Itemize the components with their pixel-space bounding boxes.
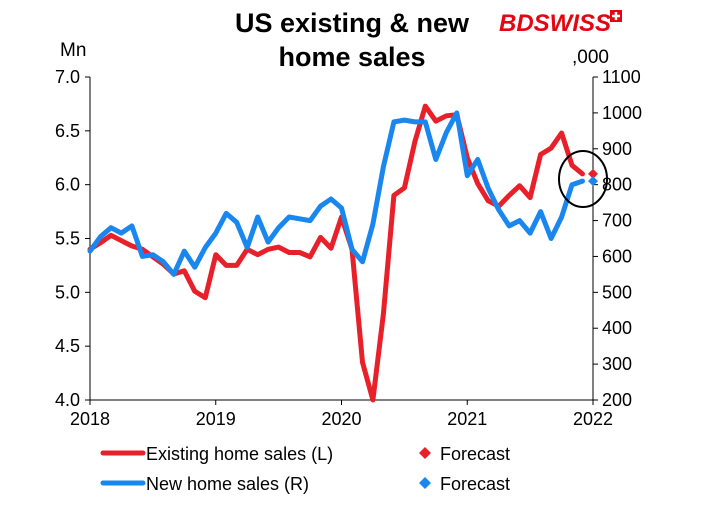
- x-tick-label: 2021: [447, 409, 487, 429]
- left-axis-unit-label: Mn: [60, 40, 86, 61]
- right-tick-label: 700: [602, 211, 632, 231]
- right-axis-unit-label: ,000: [572, 47, 609, 68]
- right-tick-label: 1000: [602, 103, 642, 123]
- existing-home-sales-line: [87, 103, 585, 403]
- legend-item: Forecast: [419, 444, 510, 464]
- x-tick-label: 2022: [573, 409, 613, 429]
- forecast-highlight-circle: [558, 150, 608, 208]
- legend-diamond-swatch: [419, 447, 431, 459]
- right-tick-label: 600: [602, 246, 632, 266]
- forecast-layer: [588, 168, 598, 187]
- left-tick-label: 6.0: [55, 175, 80, 195]
- chart-title-line2: home sales: [278, 42, 425, 72]
- legend: Existing home sales (L) Forecast New home …: [100, 444, 510, 494]
- svg-text:BDSWISS: BDSWISS: [499, 10, 611, 37]
- legend-label: Existing home sales (L): [146, 444, 333, 464]
- legend-label: Forecast: [440, 444, 510, 464]
- right-tick-label: 200: [602, 390, 632, 410]
- brand-logo-part2: SWISS: [534, 10, 611, 37]
- legend-diamond-swatch: [419, 477, 431, 489]
- x-tick-label: 2019: [196, 409, 236, 429]
- legend-label: New home sales (R): [146, 474, 309, 494]
- brand-logo-part1: BD: [499, 10, 534, 37]
- left-tick-label: 5.5: [55, 229, 80, 249]
- right-tick-label: 800: [602, 175, 632, 195]
- x-tick-label: 2020: [321, 409, 361, 429]
- new-forecast-marker: [588, 176, 598, 187]
- left-tick-label: 4.5: [55, 336, 80, 356]
- legend-item: Forecast: [419, 474, 510, 494]
- new-home-sales-line: [87, 110, 585, 277]
- right-tick-label: 400: [602, 318, 632, 338]
- chart-title-line1: US existing & new: [235, 8, 470, 38]
- left-tick-label: 5.0: [55, 282, 80, 302]
- right-tick-label: 500: [602, 282, 632, 302]
- series-layer: [87, 103, 585, 403]
- legend-label: Forecast: [440, 474, 510, 494]
- existing-forecast-marker: [588, 168, 598, 179]
- left-axis-ticks: 4.0 4.5 5.0 5.5 6.0 6.5 7.0: [55, 67, 90, 410]
- legend-item: Existing home sales (L): [100, 444, 333, 464]
- legend-item: New home sales (R): [100, 474, 309, 494]
- left-tick-label: 6.5: [55, 121, 80, 141]
- x-axis-ticks: 2018 2019 2020 2021 2022: [70, 400, 613, 429]
- left-tick-label: 7.0: [55, 67, 80, 87]
- right-tick-label: 900: [602, 139, 632, 159]
- right-tick-label: 1100: [602, 67, 641, 87]
- right-axis-ticks: 200 300 400 500 600 700 800 900 1000 1100: [593, 67, 642, 410]
- right-tick-label: 300: [602, 354, 632, 374]
- brand-logo: BDSWISS: [499, 10, 622, 37]
- brand-plus-icon: [610, 10, 622, 22]
- x-tick-label: 2018: [70, 409, 110, 429]
- left-tick-label: 4.0: [55, 390, 80, 410]
